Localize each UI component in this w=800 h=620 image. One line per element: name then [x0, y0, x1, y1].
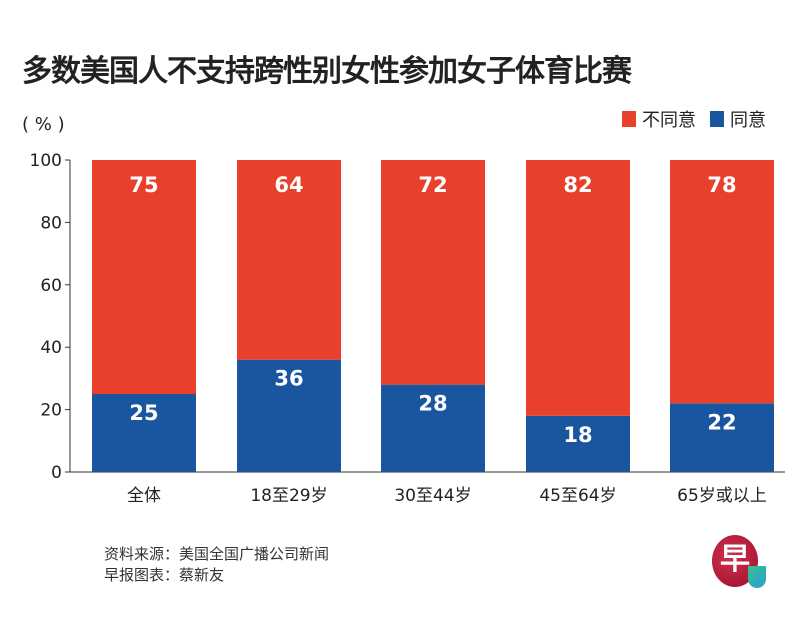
bar-agree: [92, 394, 196, 472]
data-label-agree: 22: [707, 410, 736, 434]
bar-agree: [670, 403, 774, 472]
y-tick-label: 100: [30, 151, 62, 171]
bar-disagree: [381, 160, 485, 385]
x-tick-label: 30至44岁: [394, 486, 471, 506]
y-axis-unit: ( % ): [22, 114, 65, 135]
x-tick-label: 全体: [127, 486, 161, 506]
data-label-disagree: 78: [707, 173, 736, 197]
source-note: 资料来源：美国全国广播公司新闻 早报图表：蔡新友: [104, 544, 329, 586]
data-label-agree: 28: [418, 392, 447, 416]
legend-item-agree: 同意: [710, 106, 766, 132]
bar-agree: [526, 415, 630, 472]
legend: 不同意 同意: [622, 106, 766, 132]
data-label-agree: 25: [129, 401, 158, 425]
data-label-disagree: 75: [129, 173, 158, 197]
y-tick-label: 80: [40, 213, 62, 233]
y-tick-label: 40: [40, 338, 62, 358]
data-label-disagree: 72: [418, 173, 447, 197]
x-tick-label: 18至29岁: [250, 486, 327, 506]
bar-disagree: [237, 160, 341, 360]
y-tick-label: 20: [40, 401, 62, 421]
legend-swatch: [622, 111, 636, 127]
data-label-disagree: 64: [274, 173, 303, 197]
bar-agree: [237, 359, 341, 472]
data-label-agree: 36: [274, 367, 303, 391]
y-tick-label: 0: [51, 463, 62, 483]
bar-disagree: [526, 160, 630, 416]
x-tick-label: 45至64岁: [539, 486, 616, 506]
y-tick-label: 60: [40, 276, 62, 296]
bar-agree: [381, 384, 485, 472]
credit-line: 早报图表：蔡新友: [104, 566, 225, 584]
legend-item-disagree: 不同意: [622, 106, 696, 132]
legend-swatch: [710, 111, 724, 127]
data-label-disagree: 82: [563, 173, 592, 197]
legend-label: 同意: [730, 110, 766, 131]
legend-label: 不同意: [642, 110, 696, 131]
data-label-agree: 18: [563, 423, 592, 447]
bar-disagree: [670, 160, 774, 404]
source-line: 资料来源：美国全国广播公司新闻: [104, 545, 330, 563]
logo-accent: [748, 566, 766, 588]
x-tick-label: 65岁或以上: [677, 486, 767, 506]
chart-title: 多数美国人不支持跨性别女性参加女子体育比赛: [22, 54, 632, 89]
bar-disagree: [92, 160, 196, 394]
